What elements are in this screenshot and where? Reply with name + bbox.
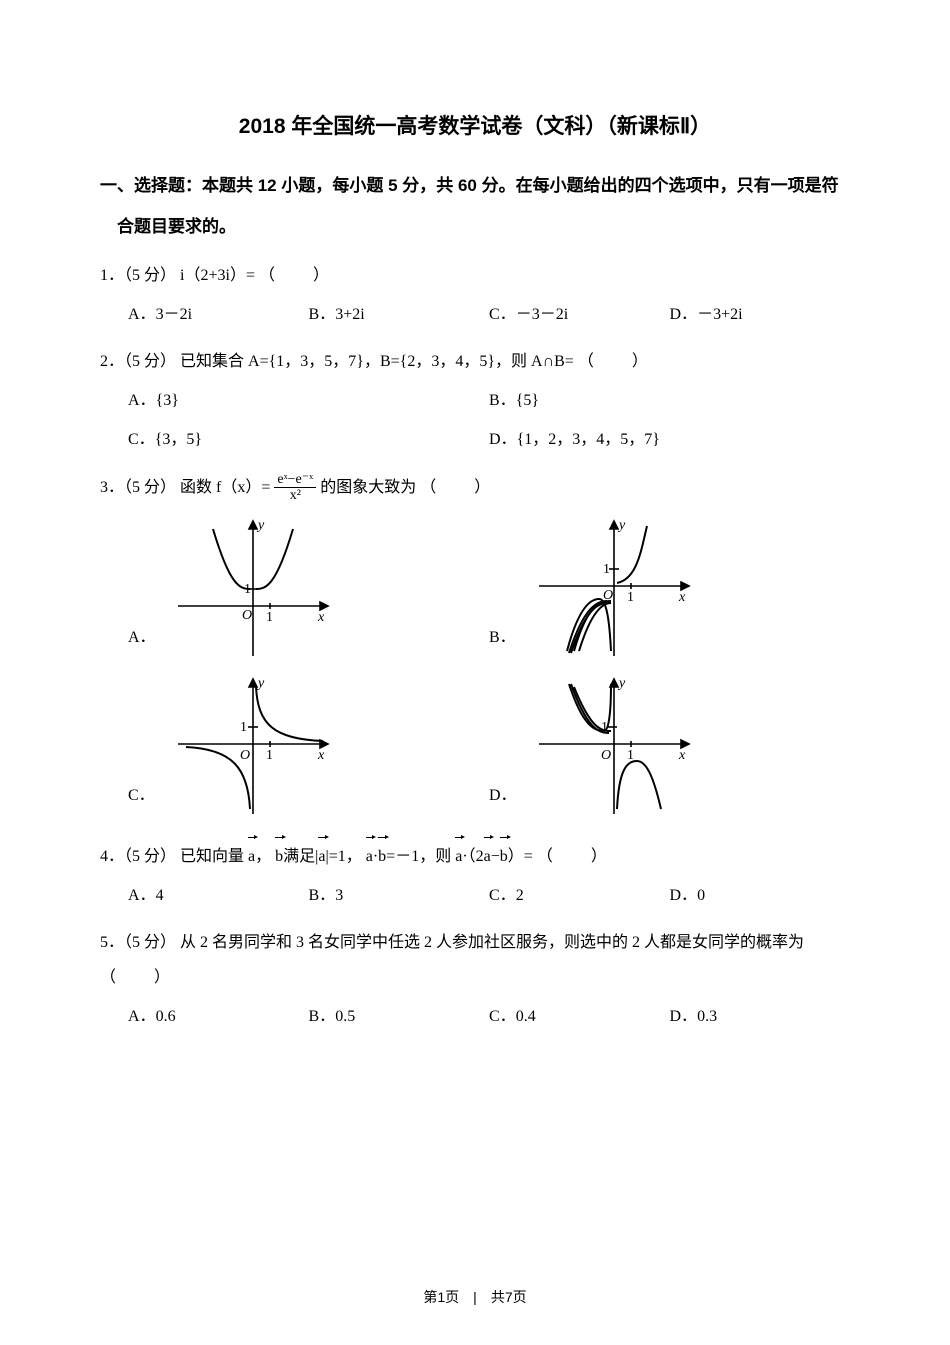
q5-number: 5 bbox=[100, 934, 108, 951]
svg-text:1: 1 bbox=[266, 610, 273, 625]
svg-text:x: x bbox=[678, 748, 686, 763]
q2-opt-a: A．{3} bbox=[128, 383, 489, 418]
q3-label-b: B． bbox=[489, 620, 513, 661]
q2-text: 已知集合 A={1，3，5，7}，B={2，3，4，5}，则 A∩B= bbox=[180, 353, 574, 370]
q2-stem: 2．（5 分） 已知集合 A={1，3，5，7}，B={2，3，4，5}，则 A… bbox=[100, 344, 850, 379]
q3-graph-d: D． bbox=[489, 669, 850, 819]
q3-graph-c: C． O 1 1 x y bbox=[128, 669, 489, 819]
q3-graph-a: A． O 1 1 x y bbox=[128, 511, 489, 661]
q2-blank: （ ） bbox=[578, 353, 650, 370]
svg-text:O: O bbox=[242, 608, 252, 623]
q1-options: A．3－2i B．3+2i C．－3－2i D．－3+2i bbox=[100, 297, 850, 332]
q4-opt-c: C．2 bbox=[489, 878, 670, 913]
svg-text:1: 1 bbox=[240, 720, 247, 735]
q1-points: （5 分） bbox=[124, 267, 176, 284]
svg-text:x: x bbox=[678, 590, 686, 605]
q4-stem: 4．（5 分） 已知向量 a， b满足|a|=1， a·b=－1，则 a·（2a… bbox=[100, 839, 850, 874]
vector-a5: a bbox=[484, 839, 491, 874]
q3-graph-b: B． bbox=[489, 511, 850, 661]
q3-label-c: C． bbox=[128, 778, 152, 819]
page-footer: 第1页 | 共7页 bbox=[0, 1287, 950, 1307]
vector-b2: b bbox=[378, 839, 386, 874]
q4-opt-a: A．4 bbox=[128, 878, 309, 913]
q1-text: i（2+3i）= bbox=[180, 267, 255, 284]
q4-opt-d: D．0 bbox=[670, 878, 851, 913]
svg-text:1: 1 bbox=[266, 748, 273, 763]
q3-label-a: A． bbox=[128, 620, 152, 661]
vector-a2: a bbox=[318, 839, 325, 874]
q5-opt-c: C．0.4 bbox=[489, 999, 670, 1034]
q3-label-d: D． bbox=[489, 778, 513, 819]
q5-text: 从 2 名男同学和 3 名女同学中任选 2 人参加社区服务，则选中的 2 人都是… bbox=[180, 934, 804, 951]
graph-a-svg: O 1 1 x y bbox=[158, 511, 348, 661]
svg-text:1: 1 bbox=[627, 748, 634, 763]
graph-c-svg: O 1 1 x y bbox=[158, 669, 348, 819]
q2-opt-d: D．{1，2，3，4，5，7} bbox=[489, 422, 850, 457]
q5-stem: 5．（5 分） 从 2 名男同学和 3 名女同学中任选 2 人参加社区服务，则选… bbox=[100, 925, 850, 995]
q1-opt-b: B．3+2i bbox=[309, 297, 490, 332]
q1-opt-c: C．－3－2i bbox=[489, 297, 670, 332]
q5-opt-a: A．0.6 bbox=[128, 999, 309, 1034]
q3-blank: （ ） bbox=[420, 479, 492, 496]
q5-opt-b: B．0.5 bbox=[309, 999, 490, 1034]
q1-opt-a: A．3－2i bbox=[128, 297, 309, 332]
page-title: 2018 年全国统一高考数学试卷（文科）（新课标Ⅱ） bbox=[100, 110, 850, 140]
question-5: 5．（5 分） 从 2 名男同学和 3 名女同学中任选 2 人参加社区服务，则选… bbox=[100, 925, 850, 1035]
q2-opt-c: C．{3，5} bbox=[128, 422, 489, 457]
q4-opt-b: B．3 bbox=[309, 878, 490, 913]
svg-text:x: x bbox=[317, 610, 325, 625]
q3-text-b: 的图象大致为 bbox=[320, 479, 416, 496]
q2-opt-b: B．{5} bbox=[489, 383, 850, 418]
svg-text:1: 1 bbox=[627, 590, 634, 605]
q4-options: A．4 B．3 C．2 D．0 bbox=[100, 878, 850, 913]
q2-options-row2: C．{3，5} D．{1，2，3，4，5，7} bbox=[100, 422, 850, 457]
svg-text:O: O bbox=[601, 748, 611, 763]
q5-opt-d: D．0.3 bbox=[670, 999, 851, 1034]
question-2: 2．（5 分） 已知集合 A={1，3，5，7}，B={2，3，4，5}，则 A… bbox=[100, 344, 850, 458]
q5-blank: （ ） bbox=[100, 969, 172, 986]
vector-a: a bbox=[248, 839, 255, 874]
section-header: 一、选择题：本题共 12 小题，每小题 5 分，共 60 分。在每小题给出的四个… bbox=[100, 166, 850, 248]
q4-blank: （ ） bbox=[537, 848, 609, 865]
svg-text:y: y bbox=[617, 676, 626, 691]
q3-text-a: 函数 f（x）= bbox=[180, 479, 270, 496]
q1-number: 1 bbox=[100, 267, 108, 284]
vector-a3: a bbox=[366, 839, 373, 874]
q2-points: （5 分） bbox=[124, 353, 176, 370]
q4-text: 已知向量 bbox=[180, 848, 244, 865]
question-4: 4．（5 分） 已知向量 a， b满足|a|=1， a·b=－1，则 a·（2a… bbox=[100, 839, 850, 913]
q5-points: （5 分） bbox=[124, 934, 176, 951]
svg-text:y: y bbox=[617, 518, 626, 533]
question-1: 1．（5 分） i（2+3i）= （ ） A．3－2i B．3+2i C．－3－… bbox=[100, 258, 850, 332]
question-3: 3．（5 分） 函数 f（x）= eˣ−e⁻ˣ x² 的图象大致为 （ ） A． bbox=[100, 470, 850, 827]
q3-points: （5 分） bbox=[124, 479, 176, 496]
q1-opt-d: D．－3+2i bbox=[670, 297, 851, 332]
svg-text:O: O bbox=[240, 748, 250, 763]
fraction: eˣ−e⁻ˣ x² bbox=[274, 472, 316, 504]
q5-options: A．0.6 B．0.5 C．0.4 D．0.3 bbox=[100, 999, 850, 1034]
vector-b: b bbox=[275, 839, 283, 874]
q4-number: 4 bbox=[100, 848, 108, 865]
q1-stem: 1．（5 分） i（2+3i）= （ ） bbox=[100, 258, 850, 293]
svg-text:O: O bbox=[603, 588, 613, 603]
q2-options-row1: A．{3} B．{5} bbox=[100, 383, 850, 418]
graph-d-svg: O 1 1 x y bbox=[519, 669, 709, 819]
q3-stem: 3．（5 分） 函数 f（x）= eˣ−e⁻ˣ x² 的图象大致为 （ ） bbox=[100, 470, 850, 505]
svg-text:y: y bbox=[256, 676, 265, 691]
vector-b3: b bbox=[500, 839, 508, 874]
q4-points: （5 分） bbox=[124, 848, 176, 865]
fraction-numerator: eˣ−e⁻ˣ bbox=[274, 472, 316, 488]
q3-number: 3 bbox=[100, 479, 108, 496]
q2-number: 2 bbox=[100, 353, 108, 370]
svg-text:x: x bbox=[317, 748, 325, 763]
svg-text:1: 1 bbox=[603, 562, 610, 577]
graph-b-svg: O 1 1 x y bbox=[519, 511, 709, 661]
svg-text:y: y bbox=[256, 518, 265, 533]
q3-graphs: A． O 1 1 x y bbox=[100, 511, 850, 827]
q1-blank: （ ） bbox=[259, 267, 331, 284]
fraction-denominator: x² bbox=[274, 488, 316, 503]
vector-a4: a bbox=[455, 839, 462, 874]
svg-text:1: 1 bbox=[601, 720, 608, 735]
